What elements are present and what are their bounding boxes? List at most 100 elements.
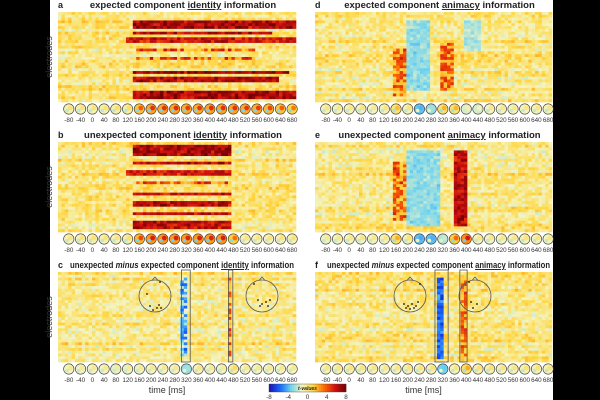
heatmap-cell [285, 71, 290, 75]
heatmap-cell [282, 57, 287, 61]
heatmap-cell [204, 280, 208, 284]
heatmap-cell [149, 57, 154, 61]
heatmap-cell [194, 23, 198, 27]
heatmap-cell [58, 68, 62, 72]
heatmap-cell [265, 96, 270, 100]
topomap [239, 103, 251, 115]
x-tick-label: 640 [275, 247, 286, 254]
heatmap-cell [88, 90, 93, 94]
heatmap-cell [122, 272, 127, 276]
heatmap-cell [217, 76, 222, 80]
heatmap-cell [285, 167, 290, 171]
heatmap-cell [279, 57, 283, 61]
heatmap-cell [272, 181, 276, 185]
heatmap-cell [285, 181, 290, 185]
heatmap-cell [85, 153, 89, 157]
heatmap-cell [207, 23, 212, 27]
heatmap-cell [139, 20, 144, 24]
heatmap-cell [119, 57, 123, 61]
heatmap-cell [262, 170, 266, 174]
heatmap-cell [214, 226, 219, 230]
heatmap-cell [221, 201, 225, 205]
heatmap-cell [102, 87, 106, 92]
heatmap-cell [98, 37, 103, 41]
heatmap-cell [255, 201, 259, 205]
heatmap-cell [217, 28, 222, 32]
heatmap-cell [95, 85, 100, 89]
heatmap-cell [289, 45, 293, 49]
heatmap-cell [112, 172, 117, 177]
heatmap-cell [129, 79, 134, 83]
heatmap-cell [194, 158, 198, 162]
heatmap-cell [122, 274, 127, 278]
heatmap-cell [268, 203, 273, 207]
heatmap-cell [71, 48, 76, 52]
heatmap-cell [231, 42, 236, 47]
heatmap-cell [85, 87, 89, 92]
heatmap-cell [292, 147, 297, 151]
topomap-spot [91, 105, 97, 111]
heatmap-cell [234, 93, 239, 97]
heatmap-cell [109, 48, 113, 52]
heatmap-cell [112, 37, 117, 41]
heatmap-cell [217, 192, 222, 196]
heatmap-cell [163, 99, 168, 103]
heatmap-cell [228, 99, 232, 103]
heatmap-cell [160, 229, 164, 233]
heatmap-cell [105, 90, 110, 94]
heatmap-cell [126, 175, 130, 179]
heatmap-cell [177, 167, 181, 171]
heatmap-cell [231, 45, 236, 49]
heatmap-cell [112, 71, 117, 75]
heatmap-cell [180, 57, 185, 61]
heatmap-cell [285, 184, 290, 188]
heatmap-cell [122, 65, 127, 69]
heatmap-cell [95, 223, 100, 227]
heatmap-cell [245, 23, 249, 27]
heatmap-cell [129, 34, 134, 38]
heatmap-cell [275, 206, 280, 210]
heatmap-cell [234, 31, 239, 35]
topomap [274, 233, 286, 245]
heatmap-cell [289, 23, 293, 27]
heatmap-cell [241, 34, 246, 38]
heatmap-cell [228, 73, 232, 77]
heatmap-cell [272, 73, 276, 77]
heatmap-cell [115, 164, 120, 168]
heatmap-cell [129, 76, 134, 80]
heatmap-cell [122, 85, 127, 89]
heatmap-cell [75, 34, 79, 38]
heatmap-cell [126, 14, 130, 18]
heatmap-cell [180, 215, 185, 219]
heatmap-cell [166, 187, 171, 191]
heatmap-cell [58, 172, 62, 177]
heatmap-cell [251, 206, 256, 210]
heatmap-cell [92, 73, 96, 77]
topomap-spot [159, 108, 163, 113]
heatmap-cell [258, 59, 263, 63]
heatmap-cell [156, 175, 161, 179]
heatmap-cell [71, 184, 76, 188]
heatmap-cell [95, 156, 100, 160]
heatmap-cell [102, 37, 106, 41]
heatmap-cell [268, 85, 273, 89]
heatmap-cell [177, 229, 181, 233]
heatmap-cell [292, 229, 297, 233]
heatmap-cell [105, 34, 110, 38]
heatmap-cell [68, 277, 72, 281]
heatmap-cells [58, 272, 297, 363]
heatmap-cell [58, 93, 62, 97]
heatmap-cell [245, 73, 249, 77]
topomap-spot [288, 108, 293, 113]
heatmap-cell [64, 206, 69, 210]
heatmap-cell [163, 147, 168, 151]
heatmap-cell [85, 23, 89, 27]
heatmap-cell [207, 31, 212, 35]
heatmap-cell [248, 209, 253, 213]
heatmap-cell [200, 31, 205, 35]
topomap [133, 233, 145, 245]
heatmap-cell [146, 142, 151, 146]
heatmap-cell [98, 195, 103, 199]
heatmap-cell [231, 93, 236, 97]
heatmap-cell [268, 184, 273, 188]
